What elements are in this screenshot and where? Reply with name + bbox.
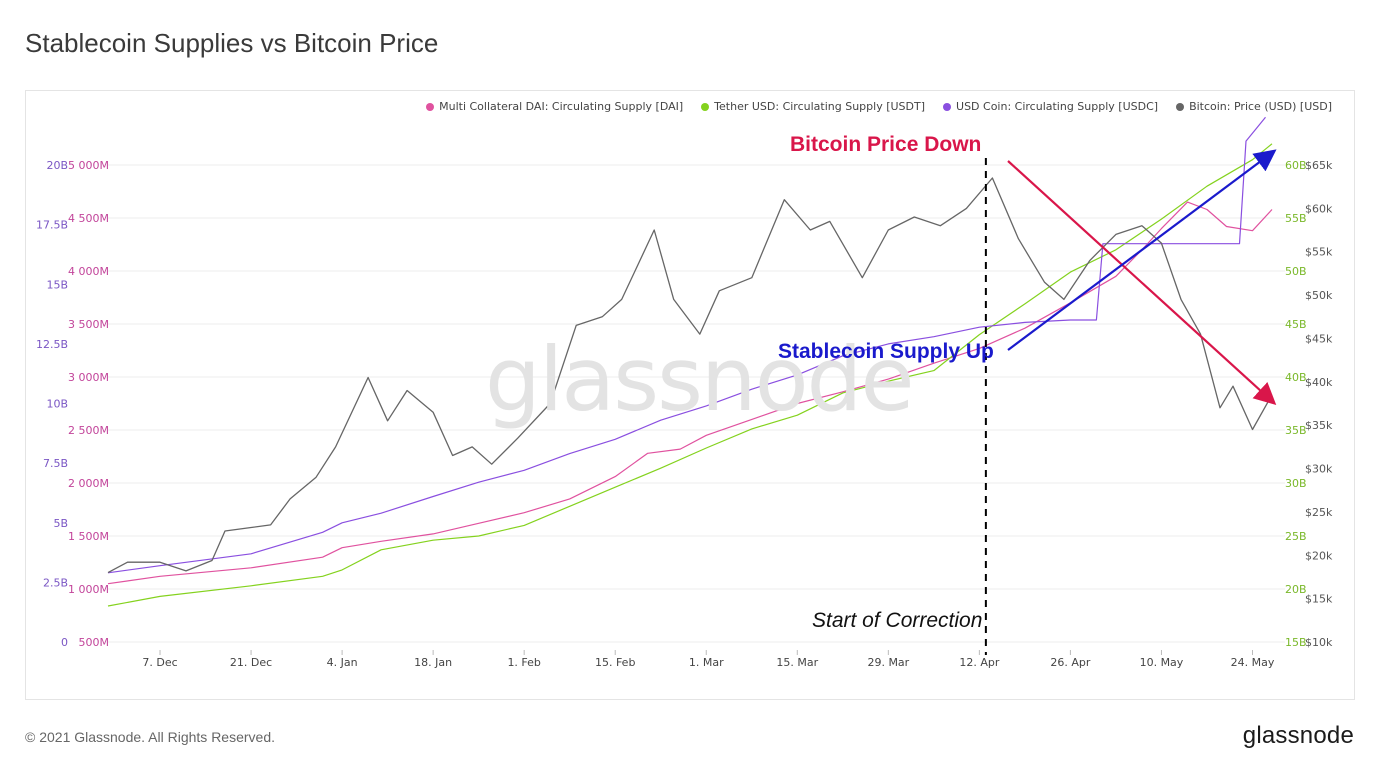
price-down-arrow bbox=[1007, 160, 1277, 405]
usdt-axis-tick: 45B bbox=[1285, 318, 1307, 331]
legend-dot-usdc bbox=[943, 102, 952, 111]
annotation-price-down: Bitcoin Price Down bbox=[790, 133, 982, 156]
dai-axis-tick: 1 000M bbox=[68, 583, 109, 596]
btc-axis-tick: $40k bbox=[1305, 376, 1333, 389]
x-tick-label: 12. Apr bbox=[959, 656, 999, 669]
usdc-axis-tick: 15B bbox=[46, 278, 68, 291]
usdc-axis-tick: 20B bbox=[46, 159, 68, 172]
legend-dot-dai bbox=[426, 102, 435, 111]
x-tick-label: 7. Dec bbox=[142, 656, 177, 669]
btc-axis-tick: $15k bbox=[1305, 593, 1333, 606]
x-tick-label: 26. Apr bbox=[1050, 656, 1090, 669]
usdc-axis-tick: 7.5B bbox=[43, 457, 68, 470]
chart-title: Stablecoin Supplies vs Bitcoin Price bbox=[25, 28, 439, 58]
usdt-axis-tick: 35B bbox=[1285, 424, 1307, 437]
x-tick-label: 24. May bbox=[1231, 656, 1275, 669]
dai-axis-tick: 4 000M bbox=[68, 265, 109, 278]
x-tick-label: 18. Jan bbox=[414, 656, 452, 669]
btc-axis-tick: $45k bbox=[1305, 332, 1333, 345]
dai-axis-tick: 1 500M bbox=[68, 530, 109, 543]
dai-axis-tick: 2 500M bbox=[68, 424, 109, 437]
usdt-axis-tick: 55B bbox=[1285, 212, 1307, 225]
series-line-dai bbox=[107, 201, 1273, 585]
annotation-supply-up: Stablecoin Supply Up bbox=[778, 340, 994, 363]
usdt-axis-tick: 20B bbox=[1285, 583, 1307, 596]
usdc-axis-tick: 5B bbox=[53, 517, 68, 530]
btc-axis-tick: $60k bbox=[1305, 202, 1333, 215]
chart-frame bbox=[25, 90, 1355, 700]
annotation-correction: Start of Correction bbox=[812, 609, 983, 632]
legend-label-dai: Multi Collateral DAI: Circulating Supply… bbox=[439, 100, 684, 113]
usdt-axis-tick: 40B bbox=[1285, 371, 1307, 384]
usdt-axis-tick: 15B bbox=[1285, 636, 1307, 649]
x-tick-label: 15. Feb bbox=[595, 656, 635, 669]
usdc-axis-tick: 2.5B bbox=[43, 576, 68, 589]
legend-label-usdc: USD Coin: Circulating Supply [USDC] bbox=[956, 100, 1159, 113]
usdt-axis-tick: 25B bbox=[1285, 530, 1307, 543]
legend-label-btc: Bitcoin: Price (USD) [USD] bbox=[1189, 100, 1332, 113]
x-tick-label: 4. Jan bbox=[327, 656, 358, 669]
legend-label-usdt: Tether USD: Circulating Supply [USDT] bbox=[714, 100, 926, 113]
legend-item-btc[interactable]: Bitcoin: Price (USD) [USD] bbox=[1176, 100, 1332, 113]
legend-item-dai[interactable]: Multi Collateral DAI: Circulating Supply… bbox=[426, 100, 683, 113]
copyright-text: © 2021 Glassnode. All Rights Reserved. bbox=[25, 729, 276, 745]
brand-logo: glassnode bbox=[1242, 722, 1354, 749]
x-tick-label: 1. Feb bbox=[507, 656, 540, 669]
btc-axis-tick: $65k bbox=[1305, 159, 1333, 172]
dai-axis-tick: 3 000M bbox=[68, 371, 109, 384]
chart-legend: Multi Collateral DAI: Circulating Supply… bbox=[426, 100, 1332, 113]
usdt-axis-tick: 30B bbox=[1285, 477, 1307, 490]
series-line-btc bbox=[107, 177, 1273, 574]
legend-dot-btc bbox=[1176, 102, 1185, 111]
dai-axis-tick: 3 500M bbox=[68, 318, 109, 331]
x-tick-label: 1. Mar bbox=[689, 656, 724, 669]
usdc-axis-tick: 10B bbox=[46, 398, 68, 411]
watermark: glassnode bbox=[485, 328, 915, 431]
btc-axis-tick: $25k bbox=[1305, 506, 1333, 519]
usdt-axis-tick: 60B bbox=[1285, 159, 1307, 172]
dai-axis-tick: 4 500M bbox=[68, 212, 109, 225]
dai-axis-tick: 2 000M bbox=[68, 477, 109, 490]
usdc-axis-tick: 0 bbox=[61, 636, 68, 649]
x-tick-label: 15. Mar bbox=[776, 656, 818, 669]
x-tick-label: 10. May bbox=[1140, 656, 1184, 669]
legend-item-usdc[interactable]: USD Coin: Circulating Supply [USDC] bbox=[943, 100, 1158, 113]
legend-dot-usdt bbox=[701, 102, 710, 111]
btc-axis-tick: $10k bbox=[1305, 636, 1333, 649]
btc-axis-tick: $50k bbox=[1305, 289, 1333, 302]
dai-axis-tick: 500M bbox=[79, 636, 110, 649]
btc-axis-tick: $35k bbox=[1305, 419, 1333, 432]
usdc-axis-tick: 12.5B bbox=[36, 338, 68, 351]
x-tick-label: 21. Dec bbox=[230, 656, 272, 669]
supply-up-arrow bbox=[1007, 149, 1277, 351]
usdt-axis-tick: 50B bbox=[1285, 265, 1307, 278]
btc-axis-tick: $20k bbox=[1305, 549, 1333, 562]
btc-axis-tick: $30k bbox=[1305, 463, 1333, 476]
legend-item-usdt[interactable]: Tether USD: Circulating Supply [USDT] bbox=[701, 100, 925, 113]
dai-axis-tick: 5 000M bbox=[68, 159, 109, 172]
btc-axis-tick: $55k bbox=[1305, 246, 1333, 259]
series-line-usdc bbox=[107, 116, 1266, 574]
x-tick-label: 29. Mar bbox=[867, 656, 909, 669]
usdc-axis-tick: 17.5B bbox=[36, 219, 68, 232]
